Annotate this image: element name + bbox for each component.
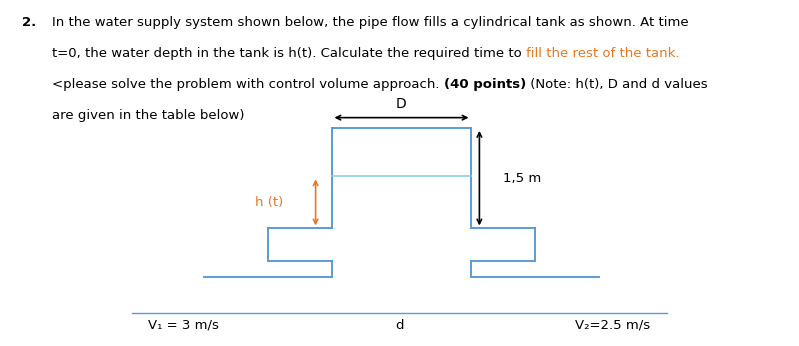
Text: 2.: 2. [22, 16, 37, 29]
Text: V₂=2.5 m/s: V₂=2.5 m/s [575, 319, 650, 332]
Text: h (t): h (t) [256, 196, 284, 209]
Text: t=0, the water depth in the tank is h(t). Calculate the required time to: t=0, the water depth in the tank is h(t)… [52, 47, 526, 60]
Text: (Note: h(t), D and d values: (Note: h(t), D and d values [526, 78, 708, 91]
Text: D: D [396, 97, 407, 111]
Text: are given in the table below): are given in the table below) [52, 109, 244, 122]
Text: 1,5 m: 1,5 m [503, 172, 542, 185]
Text: V₁ = 3 m/s: V₁ = 3 m/s [148, 319, 219, 332]
Text: In the water supply system shown below, the pipe flow fills a cylindrical tank a: In the water supply system shown below, … [52, 16, 689, 29]
Text: fill the rest of the tank.: fill the rest of the tank. [526, 47, 679, 60]
Text: <please solve the problem with control volume approach.: <please solve the problem with control v… [52, 78, 443, 91]
Text: (40 points): (40 points) [443, 78, 526, 91]
Text: d: d [396, 319, 403, 332]
